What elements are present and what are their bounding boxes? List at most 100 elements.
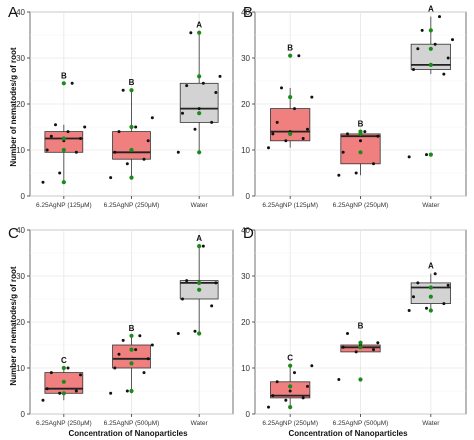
mean-point bbox=[129, 147, 134, 153]
data-point bbox=[450, 38, 454, 42]
data-point bbox=[197, 107, 201, 111]
mean-point bbox=[358, 345, 363, 350]
significance-letter: B bbox=[129, 324, 135, 333]
significance-letter: B bbox=[61, 71, 67, 80]
x-tick-label: Water bbox=[191, 202, 209, 209]
box-iqr bbox=[340, 133, 381, 165]
data-point bbox=[337, 378, 341, 381]
data-point bbox=[214, 91, 218, 94]
data-point bbox=[45, 148, 49, 152]
mean-point bbox=[197, 280, 202, 285]
y-tick-label: 20 bbox=[16, 100, 25, 109]
data-point bbox=[433, 272, 437, 276]
data-point bbox=[267, 405, 271, 409]
data-point bbox=[180, 297, 184, 301]
data-point bbox=[66, 130, 70, 134]
data-point bbox=[180, 111, 184, 115]
y-tick-label: 10 bbox=[241, 364, 250, 373]
data-point bbox=[371, 348, 375, 352]
data-point bbox=[79, 373, 83, 377]
mean-point bbox=[197, 150, 202, 155]
mean-point bbox=[61, 379, 66, 384]
mean-point bbox=[61, 147, 66, 153]
y-tick-label: 40 bbox=[16, 226, 25, 235]
data-point bbox=[371, 162, 375, 166]
box-1: C bbox=[267, 354, 314, 410]
mean-point bbox=[288, 405, 293, 410]
data-point bbox=[407, 155, 411, 159]
x-tick-label: 6.25AgNP (250μM) bbox=[104, 202, 160, 209]
data-point bbox=[376, 134, 380, 138]
y-tick-label: 20 bbox=[241, 100, 250, 109]
data-point bbox=[142, 157, 146, 161]
data-point bbox=[446, 56, 450, 60]
y-tick-label: 10 bbox=[16, 364, 25, 373]
data-point bbox=[271, 394, 275, 398]
y-tick-label: 40 bbox=[241, 8, 250, 17]
panel-letter: B bbox=[243, 4, 253, 21]
data-point bbox=[41, 398, 45, 402]
box-2: B bbox=[109, 78, 154, 180]
panel-letter: C bbox=[8, 225, 19, 242]
data-point bbox=[117, 352, 121, 356]
significance-letter: A bbox=[428, 5, 434, 14]
data-point bbox=[70, 81, 74, 85]
y-tick-label: 10 bbox=[241, 146, 250, 155]
data-point bbox=[109, 176, 113, 180]
data-point bbox=[437, 15, 441, 19]
data-point bbox=[134, 125, 138, 129]
significance-letter: C bbox=[287, 354, 293, 363]
data-point bbox=[442, 72, 446, 76]
x-tick-label: Water bbox=[422, 420, 440, 427]
y-axis-label-top: Number of nematodes/g of root bbox=[9, 47, 18, 166]
data-point bbox=[66, 366, 70, 370]
mean-point bbox=[428, 28, 433, 33]
data-point bbox=[292, 107, 296, 111]
significance-letter: B bbox=[287, 44, 293, 53]
mean-point bbox=[358, 150, 363, 155]
mean-point bbox=[61, 391, 66, 396]
mean-point bbox=[428, 46, 433, 51]
y-tick-label: 0 bbox=[21, 192, 26, 201]
mean-point bbox=[428, 62, 433, 67]
data-point bbox=[280, 86, 284, 90]
x-tick-label: Water bbox=[191, 420, 209, 427]
data-point bbox=[433, 42, 437, 46]
data-point bbox=[442, 302, 446, 306]
data-point bbox=[288, 389, 292, 393]
mean-point bbox=[61, 365, 66, 371]
box-3: A bbox=[176, 21, 222, 155]
data-point bbox=[305, 127, 309, 131]
mean-point bbox=[129, 175, 134, 180]
data-point bbox=[376, 341, 380, 345]
y-tick-label: 30 bbox=[241, 54, 250, 63]
data-point bbox=[49, 371, 53, 375]
data-point bbox=[310, 364, 314, 368]
data-point bbox=[359, 139, 362, 143]
data-point bbox=[117, 130, 121, 134]
data-point bbox=[341, 345, 345, 349]
data-point bbox=[201, 244, 205, 248]
mean-point bbox=[197, 287, 202, 292]
data-point bbox=[109, 391, 113, 395]
data-point bbox=[412, 295, 416, 299]
data-point bbox=[176, 332, 180, 335]
data-point bbox=[301, 396, 305, 400]
data-point bbox=[146, 139, 150, 143]
data-point bbox=[420, 28, 424, 32]
data-point bbox=[284, 139, 288, 143]
panel-b: B 0 10 20 30 40 6.25AgNP (125μM) 6.25AgNP (250μ… bbox=[241, 4, 467, 209]
data-point bbox=[58, 171, 62, 175]
x-tick-label: 6.25AgNP (250μM) bbox=[333, 202, 389, 209]
mean-point bbox=[61, 81, 66, 86]
mean-point bbox=[129, 347, 134, 352]
data-point bbox=[416, 281, 420, 285]
mean-point bbox=[197, 244, 202, 249]
data-point bbox=[113, 366, 117, 370]
mean-point bbox=[428, 152, 433, 157]
mean-point bbox=[358, 340, 363, 345]
mean-point bbox=[288, 53, 293, 58]
mean-point bbox=[129, 388, 134, 394]
mean-point bbox=[129, 333, 134, 338]
